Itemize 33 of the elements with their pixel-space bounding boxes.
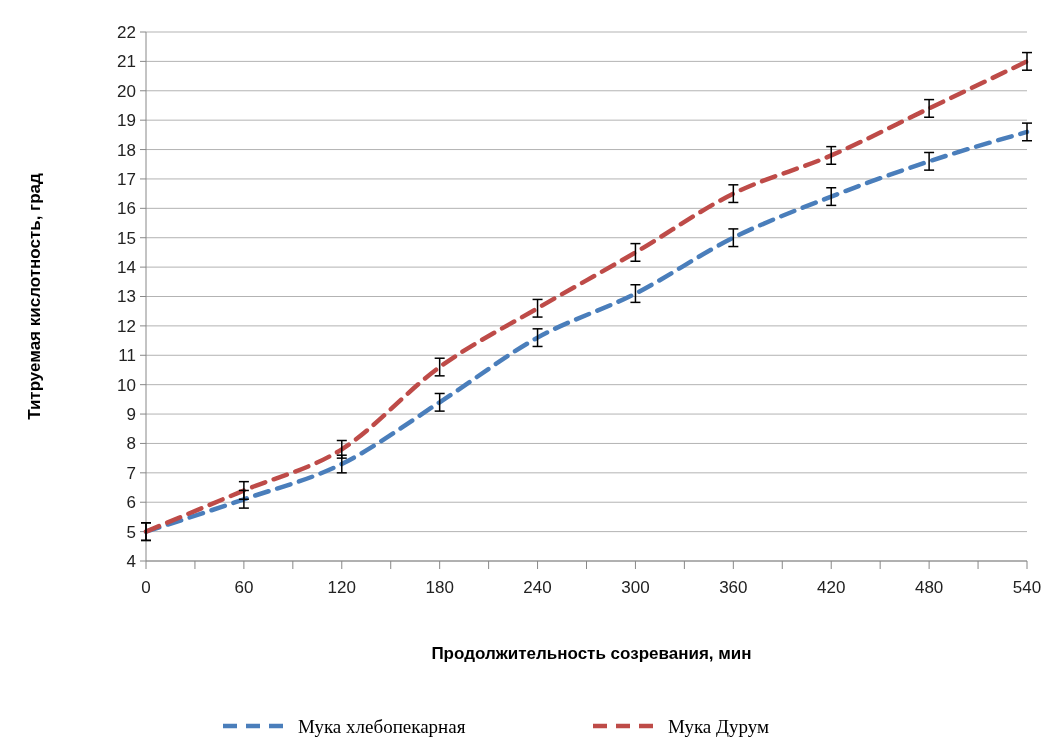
y-tick-label: 7 [126, 463, 136, 483]
y-tick-label: 16 [117, 199, 136, 219]
y-tick-label: 18 [117, 140, 136, 160]
x-tick-label: 480 [914, 578, 944, 597]
y-tick-label: 21 [117, 52, 136, 72]
y-tick-label: 5 [126, 522, 136, 542]
y-tick-label: 17 [117, 169, 136, 189]
x-tick-label: 540 [1012, 578, 1042, 597]
y-tick-label: 12 [117, 316, 136, 336]
y-tick-label: 14 [117, 258, 136, 278]
y-tick-label: 19 [117, 111, 136, 131]
y-tick-label: 6 [126, 493, 136, 513]
x-tick-label: 0 [141, 578, 151, 597]
legend-label: Мука Дурум [668, 715, 770, 737]
x-tick-label: 60 [234, 578, 254, 597]
x-tick-label: 180 [425, 578, 454, 597]
y-tick-label: 22 [117, 22, 136, 42]
y-tick-label: 15 [117, 228, 136, 248]
y-tick-label: 4 [126, 551, 136, 571]
y-tick-label: 20 [117, 81, 136, 101]
x-tick-label: 420 [817, 578, 846, 597]
y-tick-label: 8 [126, 434, 136, 454]
y-axis-title: Титруемая кислотность, град [25, 172, 44, 420]
x-tick-label: 360 [719, 578, 748, 597]
x-tick-label: 300 [621, 578, 650, 597]
y-tick-label: 13 [117, 287, 136, 307]
y-tick-label: 10 [117, 375, 136, 395]
y-tick-label: 9 [126, 405, 136, 425]
x-axis-title: Продолжительность созревания, мин [431, 644, 752, 663]
x-tick-label: 120 [327, 578, 356, 597]
x-tick-label: 240 [523, 578, 552, 597]
y-tick-label: 11 [118, 346, 136, 366]
legend-label: Мука хлебопекарная [298, 715, 466, 737]
